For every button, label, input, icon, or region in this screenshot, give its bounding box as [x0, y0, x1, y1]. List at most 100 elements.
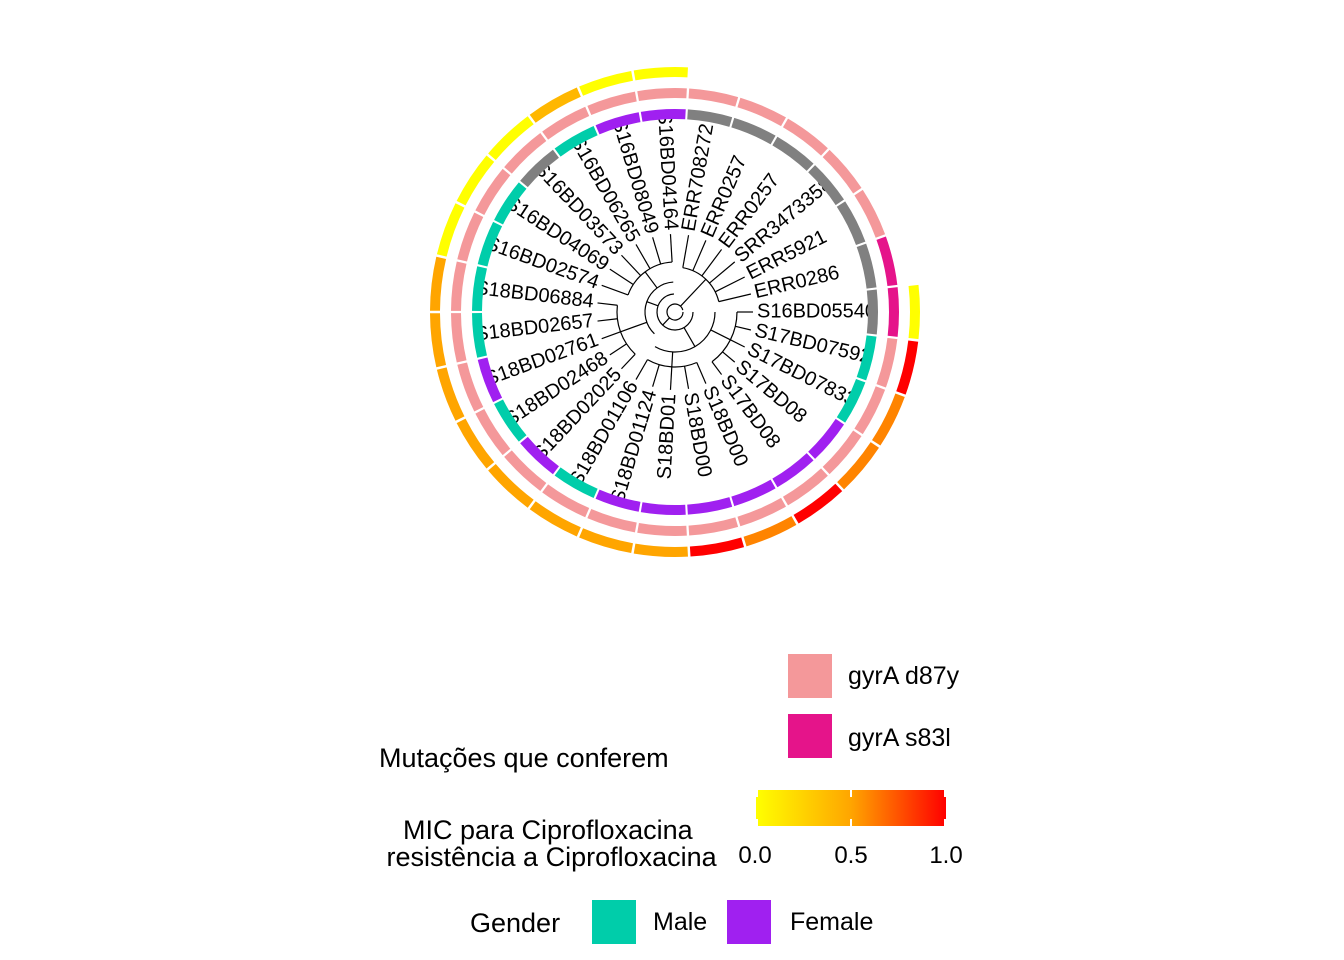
- tree-branch: [652, 364, 660, 387]
- mutation-ring-segment: [822, 149, 862, 194]
- gender-ring-segment: [772, 453, 814, 488]
- mutation-ring-segment: [475, 168, 511, 216]
- mutation-ring-segment: [457, 362, 484, 412]
- tree-branch: [682, 235, 690, 268]
- gender-ring-segment: [856, 243, 877, 289]
- mutation-ring-segment: [854, 189, 886, 238]
- mic-ring-segment: [793, 483, 843, 524]
- mic-legend: MIC para Ciprofloxacina 0.0 0.5 1.0: [400, 790, 1000, 870]
- gender-ring-segment: [494, 399, 527, 442]
- male-swatch: [592, 900, 636, 944]
- mutation-ring-segment: [782, 468, 828, 506]
- gender-ring-segment: [477, 221, 503, 267]
- tree-branch: [718, 293, 752, 303]
- tree-branch: [683, 327, 696, 347]
- mic-legend-title: MIC para Ciprofloxacina: [403, 815, 693, 845]
- tree-branch: [601, 331, 621, 340]
- female-swatch: [727, 900, 771, 944]
- tree-branch: [730, 339, 745, 348]
- tree-branch: [669, 234, 673, 263]
- mic-tick-mark: [756, 790, 758, 797]
- tree-branch: [609, 268, 634, 286]
- gyra-s83l-label: gyrA s83l: [848, 724, 951, 752]
- gender-legend-title: Gender: [470, 908, 561, 938]
- gender-ring-segment: [836, 378, 866, 423]
- mutation-ring-segment: [876, 236, 898, 287]
- gender-ring-segment: [808, 418, 845, 459]
- gender-ring-segment: [640, 502, 686, 515]
- mutation-ring-segment: [587, 508, 637, 533]
- tree-branch: [652, 237, 662, 265]
- mutation-ring-segment: [542, 484, 590, 518]
- gender-ring-segment: [494, 182, 527, 225]
- gender-ring-segment: [856, 335, 877, 381]
- mutation-ring-segment: [451, 261, 467, 311]
- mutation-ring-segment: [737, 97, 786, 127]
- mutation-ring-segment: [637, 522, 687, 536]
- mic-ring-segment: [529, 87, 581, 123]
- tree-branch: [711, 361, 723, 375]
- tree-branch: [597, 302, 618, 306]
- circular-tree-chart: S16BD05540S17BD07592S17BD07833S17BD08S17…: [430, 67, 920, 557]
- gender-ring-segment: [520, 149, 560, 188]
- tree-branch: [666, 303, 684, 321]
- tree-branch: [683, 366, 690, 389]
- mic-ring-segment: [908, 284, 920, 340]
- gender-legend: Gender Male Female: [465, 895, 965, 950]
- gender-ring-segment: [595, 489, 641, 512]
- mic-tick-mark: [850, 819, 852, 826]
- gender-ring-segment: [595, 112, 641, 135]
- gender-ring-segment: [731, 117, 776, 145]
- gender-ring-segment: [520, 436, 560, 475]
- tree-branch: [601, 284, 629, 296]
- mutation-ring-segment: [887, 287, 899, 337]
- tree-branch: [644, 271, 658, 289]
- gyra-s83l-swatch: [788, 714, 832, 758]
- gender-ring-segment: [472, 312, 487, 358]
- tree-branch: [710, 329, 731, 341]
- mutation-ring-segment: [854, 386, 886, 435]
- mic-ring-segment: [436, 203, 465, 257]
- tip-label: S18BD01: [654, 393, 681, 480]
- tree-branch: [627, 261, 673, 296]
- tree-branch: [701, 249, 723, 277]
- tree-branch: [644, 281, 674, 335]
- mic-ring-segment: [488, 116, 534, 161]
- mic-ring-segment: [871, 393, 905, 446]
- gender-ring-segment: [477, 357, 503, 403]
- mic-ring-segment: [633, 67, 688, 81]
- gender-ring-segment: [866, 289, 878, 335]
- tree-branch: [696, 362, 707, 384]
- mutation-ring-segment: [457, 212, 484, 262]
- mic-tick-mark: [944, 790, 946, 797]
- mic-ring-segment: [436, 367, 465, 421]
- tree-branch: [680, 278, 707, 307]
- mutation-ring-segment: [782, 118, 828, 156]
- mic-ring-segment: [430, 256, 447, 311]
- mutation-ring-segment: [451, 313, 467, 363]
- mutation-ring-segment: [688, 517, 739, 536]
- mic-ring-segment: [456, 418, 495, 469]
- mic-ring-segment: [456, 155, 495, 206]
- mic-ring-segment: [579, 528, 634, 554]
- mic-tick-mark: [944, 819, 946, 826]
- mutation-ring-segment: [876, 337, 898, 388]
- mic-ring-segment: [529, 501, 581, 537]
- mutation-ring-segment: [504, 450, 547, 491]
- mutation-legend-title-line2: resistência a Ciprofloxacina: [379, 842, 717, 872]
- gender-ring-segment: [687, 497, 733, 515]
- mic-tick-label: 1.0: [929, 842, 963, 869]
- male-label: Male: [653, 908, 708, 936]
- tree-branch: [735, 325, 752, 331]
- tree-branch: [609, 343, 627, 356]
- mic-colorbar: [756, 790, 946, 826]
- mic-tick-mark: [756, 819, 758, 826]
- mutation-legend-title: Mutações que conferem resistência a Cipr…: [379, 676, 717, 940]
- gender-ring-segment: [640, 109, 686, 122]
- mutation-ring-segment: [822, 430, 862, 475]
- mic-tick-label: 0.0: [738, 842, 772, 869]
- tree-branch: [635, 359, 649, 380]
- mic-tick-mark: [850, 790, 852, 797]
- mutation-ring-segment: [587, 91, 637, 116]
- mutation-ring-segment: [637, 88, 687, 102]
